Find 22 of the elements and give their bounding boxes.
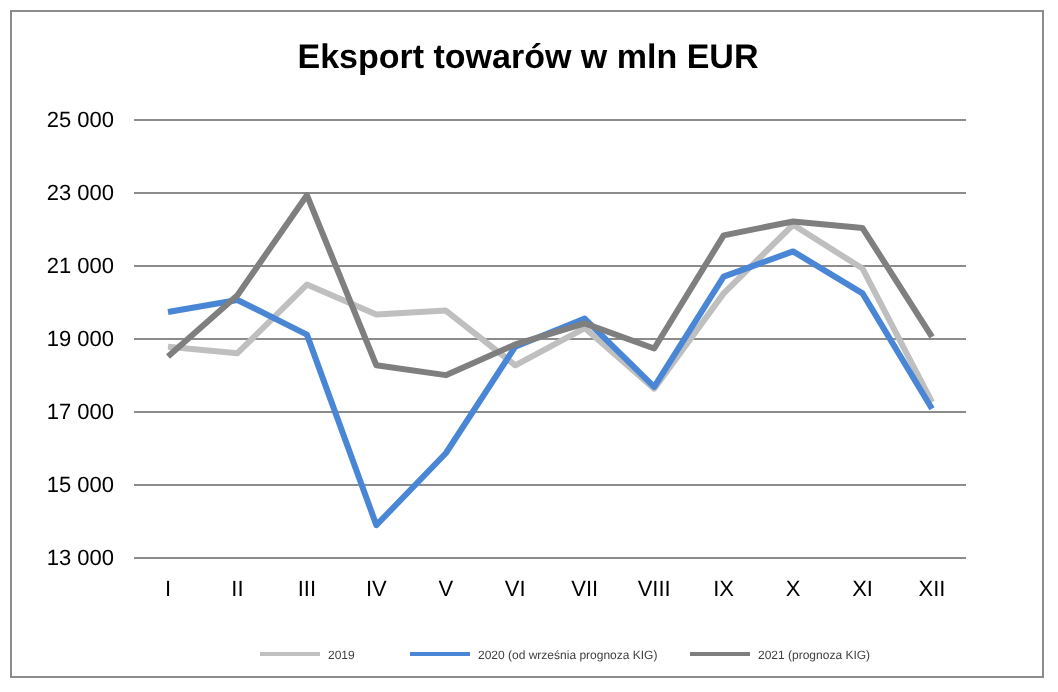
chart-title: Eksport towarów w mln EUR	[297, 38, 759, 76]
x-tick-label: I	[164, 577, 172, 602]
x-tick-label: XI	[852, 577, 873, 602]
y-tick-label: 21 000	[46, 255, 114, 280]
x-tick-label: IX	[713, 577, 736, 602]
line-series	[165, 248, 935, 529]
x-tick-label: III	[297, 577, 317, 602]
y-tick-label: 17 000	[46, 401, 114, 426]
x-tick-label: IV	[365, 577, 389, 602]
line-series	[165, 192, 935, 379]
y-tick-label: 13 000	[46, 547, 114, 572]
x-tick-label: X	[785, 577, 802, 602]
x-tick-label: V	[438, 577, 455, 602]
y-tick-label: 23 000	[46, 182, 114, 207]
x-tick-label: II	[231, 577, 244, 602]
y-tick-label: 15 000	[46, 474, 114, 499]
y-tick-label: 19 000	[46, 328, 114, 353]
x-tick-label: VI	[504, 577, 526, 602]
x-tick-label: VII	[571, 577, 599, 602]
y-tick-label: 25 000	[46, 109, 114, 134]
x-tick-label: VIII	[637, 577, 671, 602]
x-tick-label: XII	[918, 577, 946, 602]
